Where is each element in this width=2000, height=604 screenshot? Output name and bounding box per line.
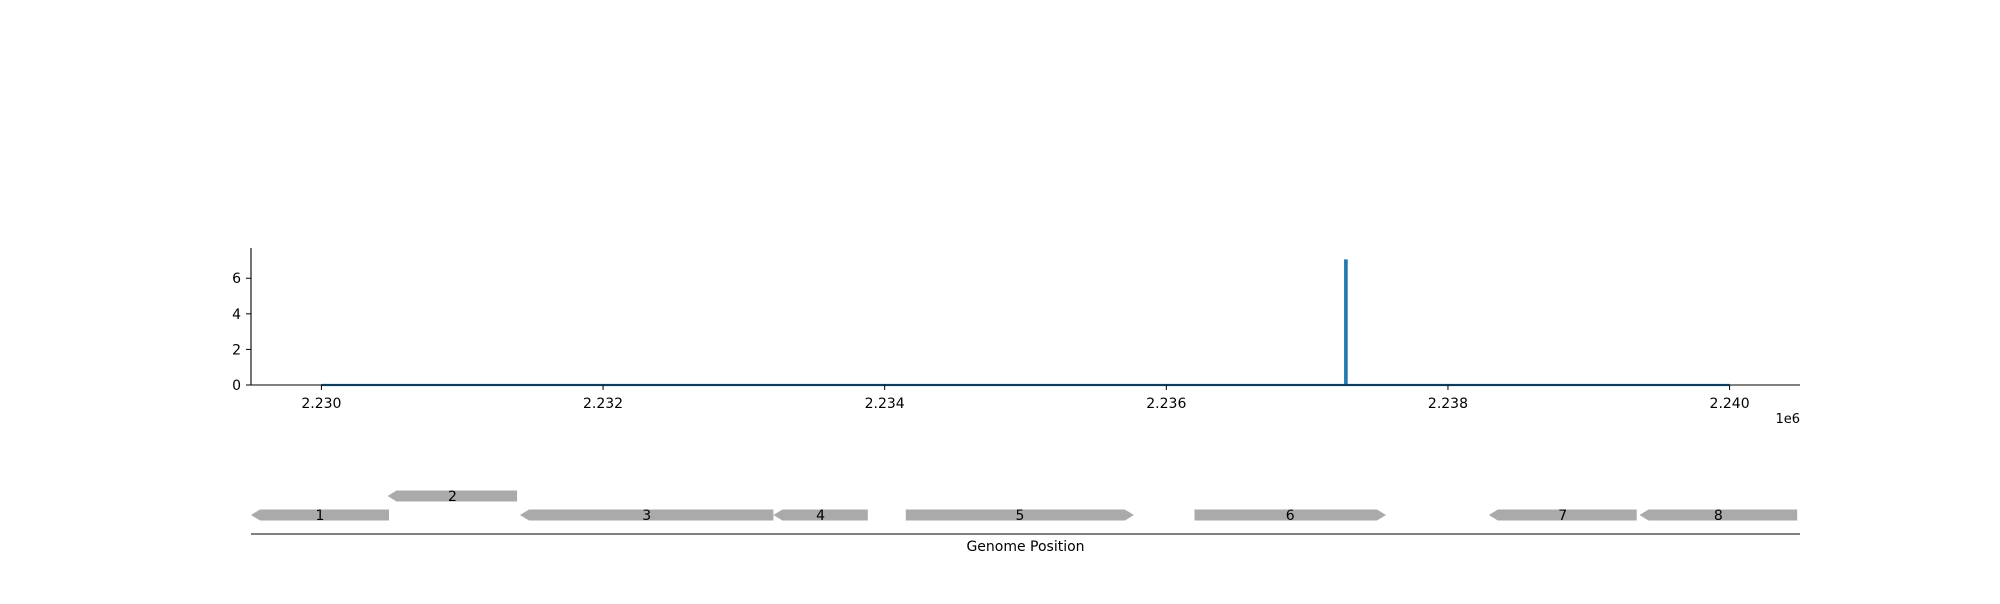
gene-feature-label: 4 — [816, 508, 825, 524]
gene-feature-arrow — [251, 509, 389, 521]
gene-feature-label: 3 — [642, 508, 651, 524]
x-tick-label: 2.240 — [1710, 396, 1750, 412]
gene-feature-label: 7 — [1558, 508, 1567, 524]
gene-track: 1 2 3 4 5 6 7 8 Genome Position — [251, 489, 1800, 555]
coverage-plot: 2.230 2.232 2.234 2.236 2.238 2.240 0 2 4 6 1e6 — [232, 248, 1800, 427]
y-tick-label: 0 — [232, 378, 241, 394]
coverage-y-ticks: 0 2 4 6 — [232, 271, 251, 394]
x-tick-label: 2.234 — [865, 396, 905, 412]
gene-feature-arrow — [1488, 509, 1637, 521]
gene-feature-arrow — [520, 509, 774, 521]
coverage-series-line-0 — [321, 259, 1730, 387]
x-tick-label: 2.238 — [1428, 396, 1468, 412]
coverage-series — [321, 259, 1730, 387]
gene-feature-arrow — [1194, 509, 1386, 521]
coverage-x-ticks: 2.230 2.232 2.234 2.236 2.238 2.240 — [301, 385, 1750, 412]
x-offset-label: 1e6 — [1775, 412, 1800, 427]
x-tick-label: 2.230 — [301, 396, 341, 412]
gene-feature-arrow — [387, 490, 518, 502]
gene-track-x-axis-label: Genome Position — [966, 539, 1084, 555]
y-tick-label: 4 — [232, 307, 241, 323]
gene-feature-label: 6 — [1286, 508, 1295, 524]
gene-feature-label: 8 — [1714, 508, 1723, 524]
gene-feature-arrow — [905, 509, 1134, 521]
y-tick-label: 6 — [232, 271, 241, 287]
gene-feature-label: 1 — [316, 508, 325, 524]
x-tick-label: 2.232 — [583, 396, 623, 412]
gene-feature-label: 5 — [1015, 508, 1024, 524]
gene-feature-arrow — [773, 509, 868, 521]
x-tick-label: 2.236 — [1146, 396, 1186, 412]
gene-feature-arrow — [1639, 509, 1798, 521]
y-tick-label: 2 — [232, 342, 241, 358]
gene-features: 1 2 3 4 5 6 7 8 — [251, 489, 1798, 524]
gene-feature-label: 2 — [448, 489, 457, 505]
